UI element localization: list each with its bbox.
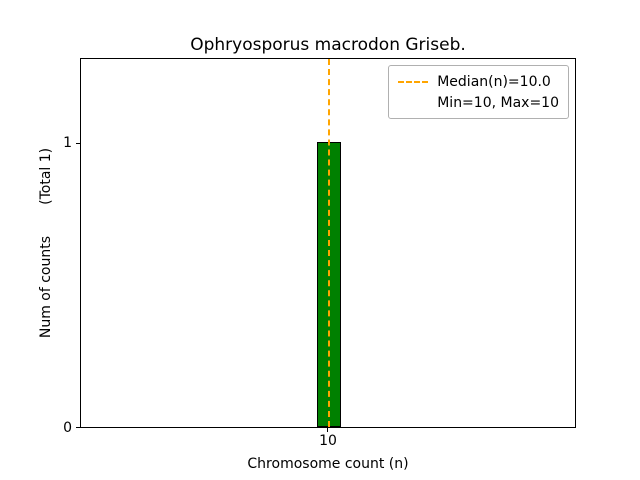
y-axis-label-text: Num of counts (Total 1) <box>38 147 54 339</box>
x-tick-mark <box>327 428 328 432</box>
plot-area: Median(n)=10.0 Min=10, Max=10 <box>80 58 576 428</box>
y-tick-label-0: 0 <box>63 420 72 436</box>
y-tick-mark-0 <box>76 427 80 428</box>
legend: Median(n)=10.0 Min=10, Max=10 <box>388 65 569 119</box>
legend-entry-minmax: Min=10, Max=10 <box>398 92 559 113</box>
legend-entry-median: Median(n)=10.0 <box>398 71 559 92</box>
x-axis-label: Chromosome count (n) <box>247 456 409 472</box>
legend-minmax-label: Min=10, Max=10 <box>437 94 559 111</box>
y-tick-mark-1 <box>76 143 80 144</box>
y-tick-label-1: 1 <box>63 135 72 152</box>
y-axis-label: Num of counts (Total 1) <box>34 58 58 428</box>
legend-median-label: Median(n)=10.0 <box>437 73 551 90</box>
dashed-line-icon <box>398 80 429 83</box>
chart-title: Ophryosporus macrodon Griseb. <box>190 35 466 55</box>
x-tick-label: 10 <box>319 433 337 449</box>
median-line <box>328 59 330 427</box>
